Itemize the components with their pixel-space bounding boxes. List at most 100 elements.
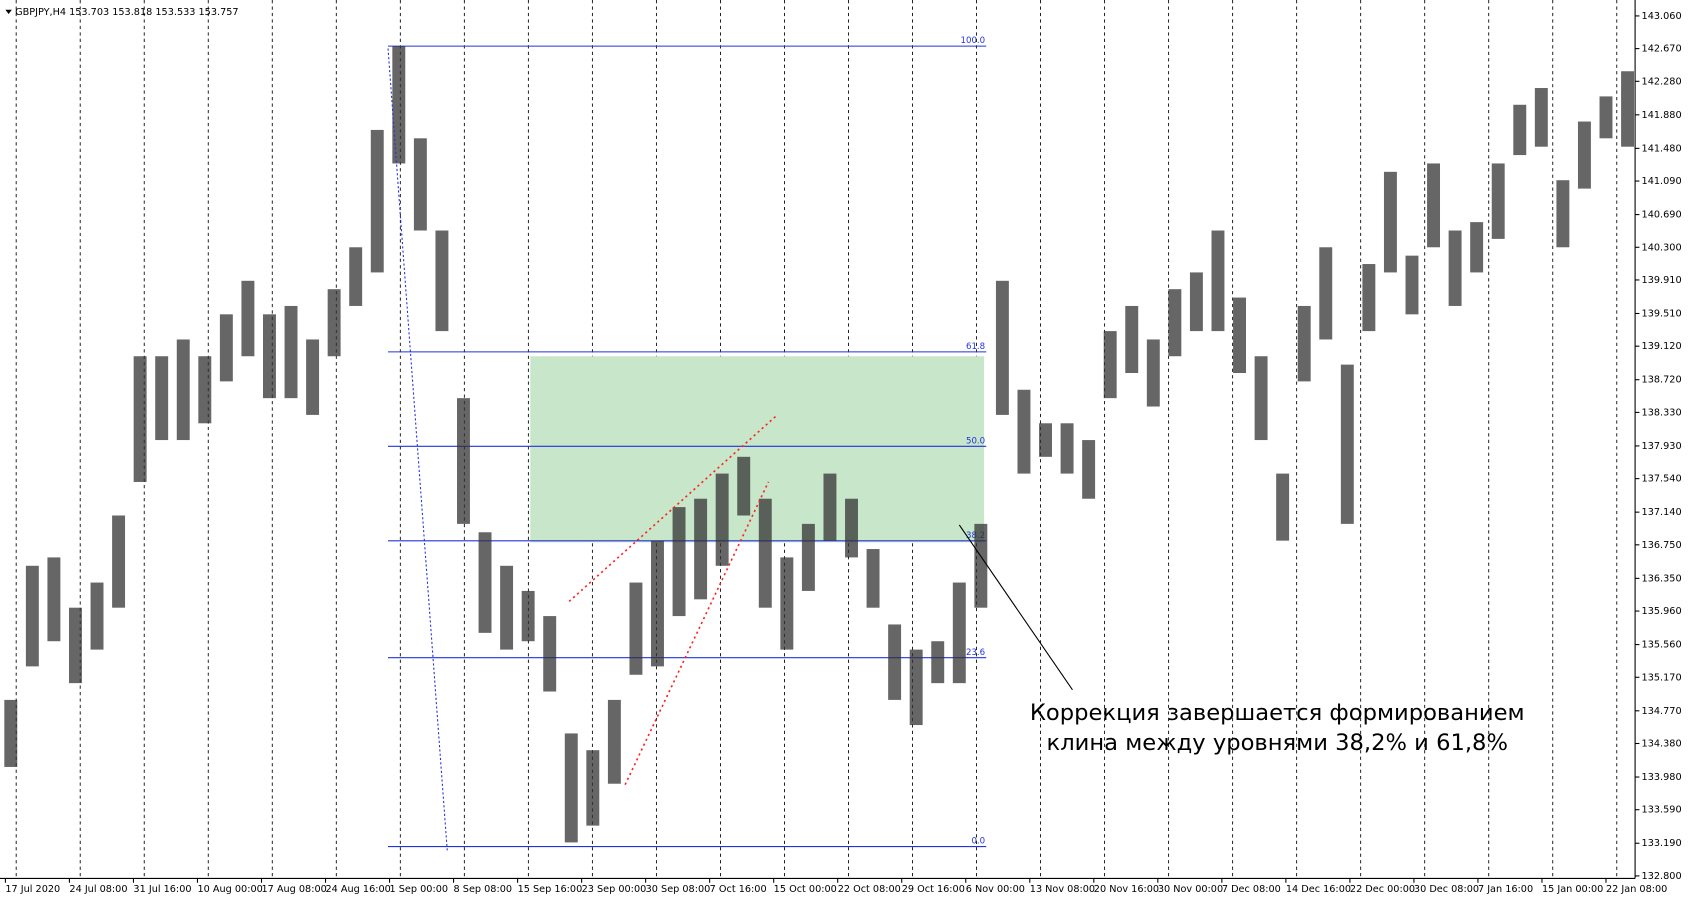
price-bar xyxy=(672,507,686,617)
price-bar xyxy=(1146,339,1160,407)
price-bar xyxy=(176,339,190,441)
price-bar xyxy=(737,456,751,516)
price-bar xyxy=(1599,96,1613,139)
x-tick-label: 13 Nov 08:00 xyxy=(1030,884,1095,895)
price-bar xyxy=(780,557,794,650)
price-bar xyxy=(47,557,61,642)
y-tick-label: 140.300 xyxy=(1642,242,1682,253)
price-bar xyxy=(1405,255,1419,315)
x-tick-label: 22 Oct 08:00 xyxy=(838,884,901,895)
fib-level-label: 23.6 xyxy=(966,648,985,658)
price-bar xyxy=(651,540,664,667)
price-bar xyxy=(1168,289,1182,357)
price-bar xyxy=(435,230,449,332)
x-tick-label: 17 Jul 2020 xyxy=(5,884,60,895)
x-tick-label: 10 Aug 00:00 xyxy=(197,884,262,895)
y-tick-label: 143.060 xyxy=(1642,11,1682,22)
price-bar xyxy=(90,582,104,650)
price-bar xyxy=(263,314,276,399)
fib-level-label: 50.0 xyxy=(966,436,985,446)
price-bar xyxy=(1039,423,1052,457)
y-tick-label: 133.980 xyxy=(1642,772,1682,783)
x-tick-label: 6 Nov 00:00 xyxy=(966,884,1025,895)
zone-layer xyxy=(530,356,985,543)
price-bar xyxy=(241,280,255,357)
price-bar xyxy=(1383,171,1397,273)
price-bar xyxy=(1577,121,1591,189)
price-bar xyxy=(909,649,923,726)
price-bar xyxy=(1254,356,1268,441)
price-bar xyxy=(1621,71,1635,147)
price-bar xyxy=(1017,389,1031,474)
price-bar xyxy=(1297,305,1311,382)
x-tick-label: 7 Dec 08:00 xyxy=(1222,884,1281,895)
fib-level-label: 0.0 xyxy=(971,837,985,847)
price-bar xyxy=(974,523,988,608)
price-bar xyxy=(500,565,514,650)
x-tick-label: 31 Jul 16:00 xyxy=(133,884,191,895)
chart-title: GBPJPY,H4 153.703 153.818 153.533 153.75… xyxy=(15,7,238,18)
price-bar xyxy=(952,582,966,684)
price-bar xyxy=(478,532,492,633)
x-tick-label: 7 Jan 16:00 xyxy=(1478,884,1533,895)
price-bar xyxy=(1082,440,1096,499)
price-bar xyxy=(564,733,578,843)
price-bar xyxy=(586,750,600,826)
price-bar xyxy=(801,523,815,591)
price-layer xyxy=(4,46,1635,843)
y-tick-label: 142.670 xyxy=(1642,44,1682,55)
price-bar xyxy=(392,46,406,164)
x-tick-label: 15 Jan 00:00 xyxy=(1542,884,1603,895)
x-tick-label: 17 Aug 08:00 xyxy=(261,884,326,895)
x-tick-label: 8 Sep 08:00 xyxy=(454,884,513,895)
price-bar xyxy=(715,473,729,566)
annotation-pointer xyxy=(958,524,1073,691)
price-bar xyxy=(823,473,837,541)
x-tick-label: 14 Dec 16:00 xyxy=(1286,884,1351,895)
y-tick-label: 141.480 xyxy=(1642,143,1682,154)
price-bar xyxy=(888,624,902,700)
price-bar xyxy=(112,515,126,608)
x-tick-label: 24 Jul 08:00 xyxy=(69,884,127,895)
x-tick-label: 1 Sep 00:00 xyxy=(390,884,449,895)
fib-level-label: 100.0 xyxy=(961,36,986,46)
price-bar xyxy=(1556,180,1570,248)
price-bar xyxy=(68,607,82,684)
price-bar xyxy=(866,549,880,608)
price-bar xyxy=(1103,331,1117,399)
price-bar xyxy=(370,129,384,273)
price-bar xyxy=(694,498,708,600)
y-tick-label: 141.880 xyxy=(1642,110,1682,121)
price-bar xyxy=(457,398,470,524)
price-bar xyxy=(1340,364,1354,524)
price-bar xyxy=(521,590,535,642)
price-bar xyxy=(607,699,621,784)
y-tick-label: 135.560 xyxy=(1642,640,1682,651)
y-tick-label: 139.910 xyxy=(1642,275,1682,286)
x-tick-label: 22 Jan 08:00 xyxy=(1606,884,1667,895)
y-tick-label: 141.090 xyxy=(1642,176,1682,187)
price-bar xyxy=(629,582,643,675)
y-tick-label: 136.750 xyxy=(1642,540,1682,551)
x-tick-label: 30 Sep 08:00 xyxy=(646,884,711,895)
price-bar xyxy=(543,616,557,692)
x-tick-label: 15 Oct 00:00 xyxy=(774,884,837,895)
price-bar xyxy=(4,699,18,767)
wedge-lower xyxy=(624,481,770,786)
price-bar xyxy=(1491,163,1505,239)
price-bar xyxy=(219,314,233,382)
y-tick-label: 137.930 xyxy=(1642,441,1682,452)
annotation: Коррекция завершается формированием xyxy=(1030,700,1525,726)
y-tick-label: 133.590 xyxy=(1642,805,1682,816)
x-tick-label: 30 Nov 00:00 xyxy=(1158,884,1223,895)
fib-trendline xyxy=(387,48,448,852)
price-bar xyxy=(1448,230,1462,306)
y-tick-label: 133.190 xyxy=(1642,838,1682,849)
x-tick-label: 23 Sep 00:00 xyxy=(582,884,647,895)
y-tick-label: 140.690 xyxy=(1642,210,1682,221)
x-tick-label: 30 Dec 08:00 xyxy=(1414,884,1479,895)
price-bar xyxy=(758,498,772,608)
price-bar xyxy=(306,339,320,415)
